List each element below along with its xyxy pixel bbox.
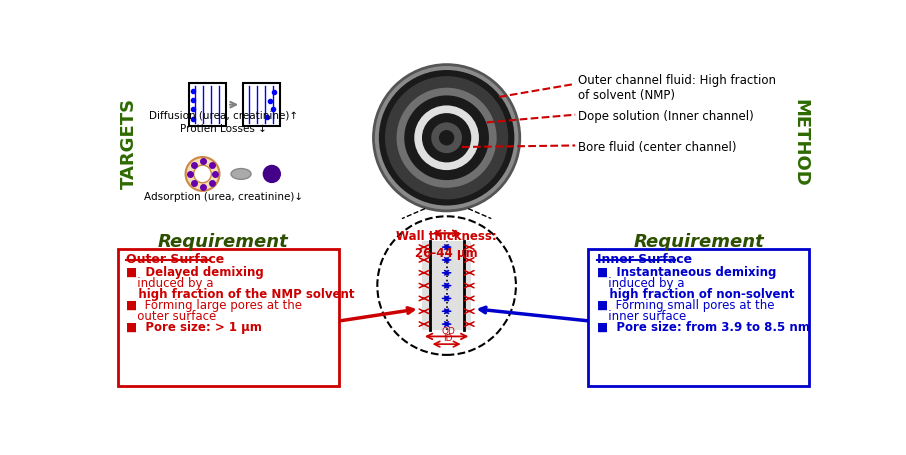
Circle shape bbox=[431, 122, 462, 153]
Circle shape bbox=[385, 76, 508, 199]
Text: ID: ID bbox=[443, 334, 453, 344]
Text: Outer Surface: Outer Surface bbox=[126, 253, 225, 266]
Circle shape bbox=[379, 70, 515, 206]
Text: ■  Pore size: from 3.9 to 8.5 nm: ■ Pore size: from 3.9 to 8.5 nm bbox=[597, 321, 810, 334]
Text: Requirement: Requirement bbox=[158, 233, 289, 251]
Text: ■  Instantaneous demixing: ■ Instantaneous demixing bbox=[597, 266, 776, 278]
Bar bbox=[422, 241, 471, 330]
Text: induced by a: induced by a bbox=[126, 277, 217, 290]
Text: Dope solution (Inner channel): Dope solution (Inner channel) bbox=[577, 110, 753, 123]
Text: Diffusion (urea, creatinine)↑
Protien Losses ↓: Diffusion (urea, creatinine)↑ Protien Lo… bbox=[149, 110, 298, 134]
Text: Requirement: Requirement bbox=[634, 233, 765, 251]
Circle shape bbox=[194, 165, 211, 183]
Text: induced by a: induced by a bbox=[597, 277, 688, 290]
FancyBboxPatch shape bbox=[188, 83, 226, 126]
Text: ■  Pore size: > 1 μm: ■ Pore size: > 1 μm bbox=[126, 321, 262, 334]
Circle shape bbox=[186, 157, 219, 191]
Text: ■  Forming small pores at the: ■ Forming small pores at the bbox=[597, 299, 775, 313]
Text: Adsorption (urea, creatinine)↓: Adsorption (urea, creatinine)↓ bbox=[144, 192, 303, 202]
Ellipse shape bbox=[231, 168, 251, 179]
Text: METHOD: METHOD bbox=[792, 99, 810, 187]
Circle shape bbox=[397, 88, 496, 188]
Circle shape bbox=[414, 106, 479, 170]
Text: ■  Delayed demixing: ■ Delayed demixing bbox=[126, 266, 264, 278]
Text: inner surface: inner surface bbox=[597, 310, 686, 323]
Text: TARGETS: TARGETS bbox=[120, 97, 139, 189]
Text: high fraction of the NMP solvent: high fraction of the NMP solvent bbox=[126, 288, 355, 301]
Circle shape bbox=[373, 65, 520, 211]
FancyBboxPatch shape bbox=[243, 83, 280, 126]
FancyBboxPatch shape bbox=[588, 249, 808, 386]
Circle shape bbox=[264, 166, 280, 182]
Text: Wall thickness:
26-44 μm: Wall thickness: 26-44 μm bbox=[396, 230, 497, 260]
Text: Inner Surface: Inner Surface bbox=[597, 253, 692, 266]
Text: ■  Forming large pores at the: ■ Forming large pores at the bbox=[126, 299, 303, 313]
Text: Outer channel fluid: High fraction
of solvent (NMP): Outer channel fluid: High fraction of so… bbox=[577, 74, 776, 102]
Circle shape bbox=[439, 130, 454, 146]
Circle shape bbox=[404, 96, 489, 180]
Circle shape bbox=[422, 113, 471, 162]
Text: outer surface: outer surface bbox=[126, 310, 217, 323]
Text: OD: OD bbox=[441, 327, 455, 336]
FancyBboxPatch shape bbox=[118, 249, 339, 386]
Text: high fraction of non-solvent: high fraction of non-solvent bbox=[597, 288, 795, 301]
Circle shape bbox=[443, 134, 450, 142]
Text: Bore fluid (center channel): Bore fluid (center channel) bbox=[577, 141, 736, 154]
